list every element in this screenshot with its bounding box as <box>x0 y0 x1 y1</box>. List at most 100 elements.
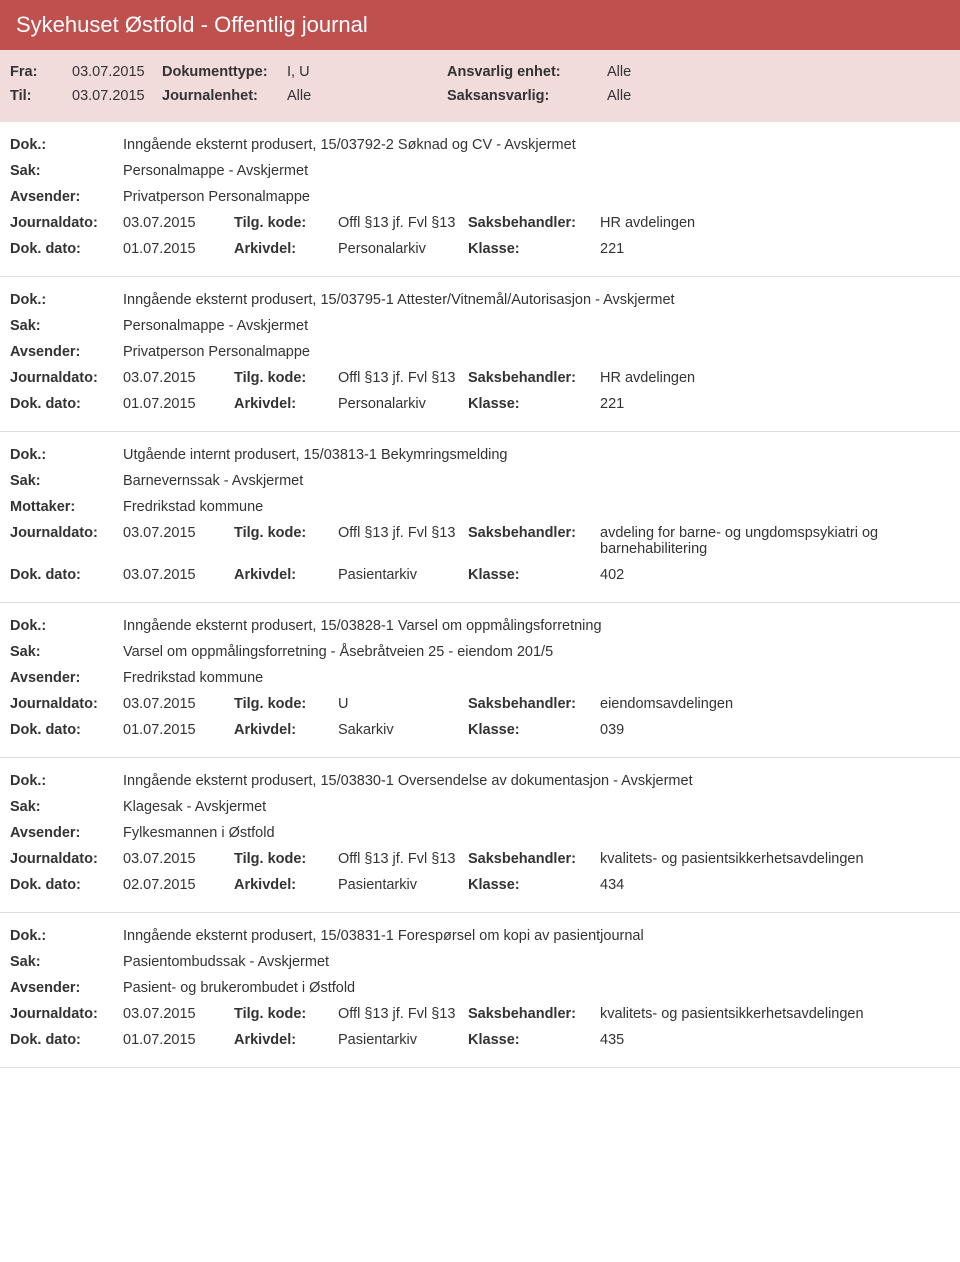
saksbehandler-value: avdeling for barne- og ungdomspsykiatri … <box>600 525 950 557</box>
fra-label: Fra: <box>10 64 72 80</box>
journaldato-value: 03.07.2015 <box>123 370 234 386</box>
ansvarlig-label: Ansvarlig enhet: <box>447 64 607 80</box>
arkivdel-label: Arkivdel: <box>234 567 338 583</box>
klasse-value: 221 <box>600 241 950 257</box>
klasse-value: 435 <box>600 1032 950 1048</box>
dokdato-value: 01.07.2015 <box>123 722 234 738</box>
sak-row: Sak: Personalmappe - Avskjermet <box>10 313 950 339</box>
dokdato-value: 01.07.2015 <box>123 396 234 412</box>
party-row: Avsender: Privatperson Personalmappe <box>10 339 950 365</box>
saksbehandler-value: kvalitets- og pasientsikkerhetsavdelinge… <box>600 1006 950 1022</box>
saksbehandler-value: HR avdelingen <box>600 370 950 386</box>
arkivdel-value: Pasientarkiv <box>338 1032 468 1048</box>
dokdato-label: Dok. dato: <box>10 1032 123 1048</box>
fra-value: 03.07.2015 <box>72 64 162 80</box>
party-value: Privatperson Personalmappe <box>123 189 950 205</box>
saksbehandler-label: Saksbehandler: <box>468 215 600 231</box>
journal-entry: Dok.: Inngående eksternt produsert, 15/0… <box>0 913 960 1068</box>
tilgkode-label: Tilg. kode: <box>234 525 338 541</box>
dokdato-label: Dok. dato: <box>10 396 123 412</box>
saksbehandler-label: Saksbehandler: <box>468 370 600 386</box>
detail-row-2: Dok. dato: 03.07.2015 Arkivdel: Pasienta… <box>10 562 950 588</box>
saksbehandler-label: Saksbehandler: <box>468 851 600 867</box>
tilgkode-label: Tilg. kode: <box>234 370 338 386</box>
journaldato-label: Journaldato: <box>10 851 123 867</box>
dokdato-label: Dok. dato: <box>10 567 123 583</box>
dokdato-label: Dok. dato: <box>10 722 123 738</box>
sak-value: Barnevernssak - Avskjermet <box>123 473 950 489</box>
dok-label: Dok.: <box>10 447 123 463</box>
journaldato-label: Journaldato: <box>10 215 123 231</box>
dokdato-label: Dok. dato: <box>10 877 123 893</box>
journal-entry: Dok.: Inngående eksternt produsert, 15/0… <box>0 277 960 432</box>
journal-entry: Dok.: Inngående eksternt produsert, 15/0… <box>0 122 960 277</box>
ansvarlig-value: Alle <box>607 64 707 80</box>
party-label: Avsender: <box>10 825 123 841</box>
party-label: Avsender: <box>10 344 123 360</box>
party-label: Mottaker: <box>10 499 123 515</box>
tilgkode-label: Tilg. kode: <box>234 1006 338 1022</box>
party-value: Fylkesmannen i Østfold <box>123 825 950 841</box>
sak-value: Pasientombudssak - Avskjermet <box>123 954 950 970</box>
sak-label: Sak: <box>10 644 123 660</box>
dok-row: Dok.: Inngående eksternt produsert, 15/0… <box>10 132 950 158</box>
klasse-label: Klasse: <box>468 877 600 893</box>
party-value: Privatperson Personalmappe <box>123 344 950 360</box>
page-title: Sykehuset Østfold - Offentlig journal <box>16 12 368 37</box>
arkivdel-value: Personalarkiv <box>338 241 468 257</box>
dok-row: Dok.: Inngående eksternt produsert, 15/0… <box>10 287 950 313</box>
saksbehandler-value: HR avdelingen <box>600 215 950 231</box>
tilgkode-label: Tilg. kode: <box>234 851 338 867</box>
saksansvarlig-label: Saksansvarlig: <box>447 88 607 104</box>
klasse-value: 434 <box>600 877 950 893</box>
dok-row: Dok.: Inngående eksternt produsert, 15/0… <box>10 613 950 639</box>
klasse-label: Klasse: <box>468 396 600 412</box>
arkivdel-label: Arkivdel: <box>234 396 338 412</box>
journal-entry: Dok.: Inngående eksternt produsert, 15/0… <box>0 603 960 758</box>
saksbehandler-value: kvalitets- og pasientsikkerhetsavdelinge… <box>600 851 950 867</box>
journalenhet-value: Alle <box>287 88 447 104</box>
meta-row-2: Til: 03.07.2015 Journalenhet: Alle Saksa… <box>10 84 950 108</box>
klasse-value: 221 <box>600 396 950 412</box>
party-value: Fredrikstad kommune <box>123 499 950 515</box>
journaldato-label: Journaldato: <box>10 370 123 386</box>
party-row: Avsender: Pasient- og brukerombudet i Øs… <box>10 975 950 1001</box>
dok-label: Dok.: <box>10 928 123 944</box>
dok-label: Dok.: <box>10 292 123 308</box>
dok-row: Dok.: Inngående eksternt produsert, 15/0… <box>10 923 950 949</box>
arkivdel-label: Arkivdel: <box>234 722 338 738</box>
meta-row-1: Fra: 03.07.2015 Dokumenttype: I, U Ansva… <box>10 60 950 84</box>
dok-label: Dok.: <box>10 773 123 789</box>
tilgkode-value: Offl §13 jf. Fvl §13 <box>338 215 468 231</box>
dok-value: Inngående eksternt produsert, 15/03795-1… <box>123 292 950 308</box>
sak-row: Sak: Personalmappe - Avskjermet <box>10 158 950 184</box>
detail-row-1: Journaldato: 03.07.2015 Tilg. kode: U Sa… <box>10 691 950 717</box>
journaldato-value: 03.07.2015 <box>123 215 234 231</box>
klasse-value: 402 <box>600 567 950 583</box>
saksbehandler-label: Saksbehandler: <box>468 696 600 712</box>
detail-row-1: Journaldato: 03.07.2015 Tilg. kode: Offl… <box>10 1001 950 1027</box>
tilgkode-value: U <box>338 696 468 712</box>
entries-container: Dok.: Inngående eksternt produsert, 15/0… <box>0 122 960 1068</box>
dokdato-value: 02.07.2015 <box>123 877 234 893</box>
detail-row-1: Journaldato: 03.07.2015 Tilg. kode: Offl… <box>10 846 950 872</box>
klasse-value: 039 <box>600 722 950 738</box>
dok-value: Inngående eksternt produsert, 15/03828-1… <box>123 618 950 634</box>
dok-value: Inngående eksternt produsert, 15/03792-2… <box>123 137 950 153</box>
journaldato-label: Journaldato: <box>10 1006 123 1022</box>
sak-label: Sak: <box>10 163 123 179</box>
sak-row: Sak: Klagesak - Avskjermet <box>10 794 950 820</box>
sak-value: Personalmappe - Avskjermet <box>123 163 950 179</box>
sak-label: Sak: <box>10 473 123 489</box>
klasse-label: Klasse: <box>468 241 600 257</box>
party-label: Avsender: <box>10 980 123 996</box>
journalenhet-label: Journalenhet: <box>162 88 287 104</box>
klasse-label: Klasse: <box>468 1032 600 1048</box>
saksbehandler-label: Saksbehandler: <box>468 525 600 541</box>
klasse-label: Klasse: <box>468 722 600 738</box>
sak-label: Sak: <box>10 954 123 970</box>
sak-label: Sak: <box>10 799 123 815</box>
sak-value: Varsel om oppmålingsforretning - Åsebråt… <box>123 644 950 660</box>
dok-value: Utgående internt produsert, 15/03813-1 B… <box>123 447 950 463</box>
saksansvarlig-value: Alle <box>607 88 707 104</box>
